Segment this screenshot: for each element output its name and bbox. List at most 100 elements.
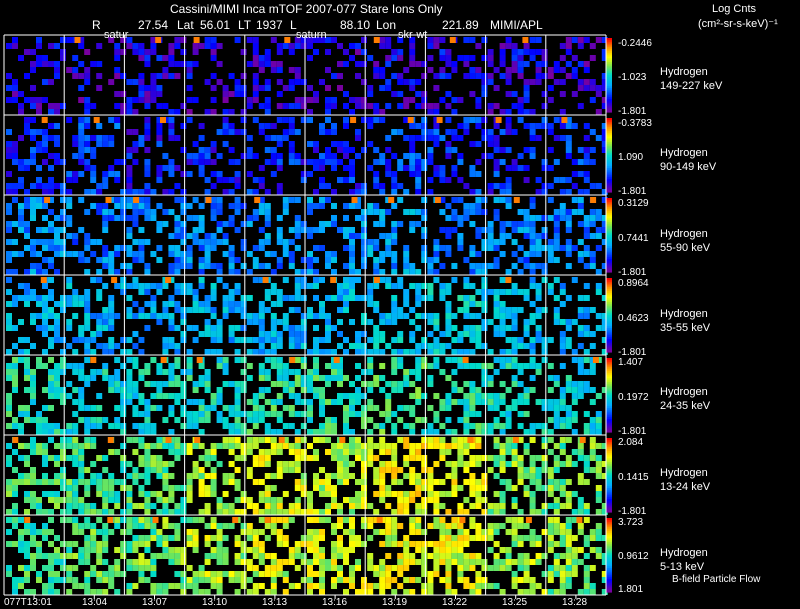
heatmap-pixel xyxy=(42,349,48,355)
heatmap-pixel xyxy=(349,203,355,209)
heatmap-pixel xyxy=(421,91,428,97)
heatmap-pixel xyxy=(162,485,169,491)
heatmap-pixel xyxy=(505,553,512,559)
heatmap-pixel xyxy=(439,197,446,203)
heatmap-pixel xyxy=(156,85,163,91)
heatmap-pixel xyxy=(553,277,560,283)
heatmap-pixel xyxy=(270,517,277,523)
heatmap-pixel xyxy=(559,565,566,571)
heatmap-pixel xyxy=(246,467,253,473)
heatmap-pixel xyxy=(307,411,313,417)
heatmap-pixel xyxy=(174,583,181,589)
colorbar-segment xyxy=(606,476,612,480)
heatmap-pixel xyxy=(288,103,295,109)
heatmap-pixel xyxy=(433,313,440,319)
heatmap-pixel xyxy=(78,147,85,153)
heatmap-pixel xyxy=(138,399,145,405)
heatmap-pixel xyxy=(559,449,566,455)
heatmap-pixel xyxy=(589,343,596,349)
heatmap-pixel xyxy=(379,541,386,547)
heatmap-pixel xyxy=(36,203,42,209)
heatmap-pixel xyxy=(252,79,259,85)
heatmap-pixel xyxy=(571,91,578,97)
heatmap-pixel xyxy=(108,257,115,263)
heatmap-pixel xyxy=(391,233,398,239)
heatmap-pixel xyxy=(234,301,241,307)
heatmap-pixel xyxy=(379,497,386,503)
heatmap-pixel xyxy=(138,289,145,295)
heatmap-pixel xyxy=(589,221,596,227)
heatmap-pixel xyxy=(595,233,602,239)
heatmap-pixel xyxy=(144,325,151,331)
heatmap-pixel xyxy=(355,399,361,405)
heatmap-pixel xyxy=(54,245,60,251)
heatmap-pixel xyxy=(42,423,48,429)
heatmap-pixel xyxy=(445,177,452,183)
heatmap-pixel xyxy=(162,221,169,227)
heatmap-pixel xyxy=(529,337,536,343)
heatmap-pixel xyxy=(523,97,530,103)
heatmap-pixel xyxy=(252,43,259,49)
heatmap-pixel xyxy=(144,117,151,123)
heatmap-pixel xyxy=(487,565,494,571)
heatmap-pixel xyxy=(397,509,404,515)
heatmap-pixel xyxy=(108,571,115,577)
heatmap-pixel xyxy=(264,455,271,461)
heatmap-pixel xyxy=(313,529,319,535)
heatmap-pixel xyxy=(246,363,253,369)
heatmap-pixel xyxy=(457,571,464,577)
colorbar-segment xyxy=(606,575,612,578)
heatmap-pixel xyxy=(421,461,428,467)
heatmap-pixel xyxy=(583,503,590,509)
heatmap-pixel xyxy=(355,479,361,485)
heatmap-pixel xyxy=(204,159,211,165)
heatmap-pixel xyxy=(42,301,48,307)
heatmap-pixel xyxy=(457,123,464,129)
heatmap-pixel xyxy=(300,79,307,85)
heatmap-pixel xyxy=(198,283,205,289)
heatmap-pixel xyxy=(240,203,247,209)
heatmap-pixel xyxy=(108,141,115,147)
heatmap-pixel xyxy=(84,343,91,349)
heatmap-pixel xyxy=(433,553,440,559)
heatmap-pixel xyxy=(66,541,73,547)
heatmap-pixel xyxy=(475,363,482,369)
heatmap-pixel xyxy=(18,473,24,479)
heatmap-pixel xyxy=(391,221,398,227)
heatmap-pixel xyxy=(499,233,506,239)
heatmap-pixel xyxy=(547,517,554,523)
heatmap-pixel xyxy=(457,363,464,369)
heatmap-pixel xyxy=(246,437,253,443)
heatmap-pixel xyxy=(319,123,325,129)
colorbar-segment xyxy=(606,579,612,582)
colorbar-segment xyxy=(606,439,612,443)
heatmap-pixel xyxy=(373,209,380,215)
heatmap-pixel xyxy=(294,399,301,405)
heatmap-pixel xyxy=(102,491,109,497)
heatmap-pixel xyxy=(84,535,91,541)
heatmap-pixel xyxy=(216,177,223,183)
colorbar-segment xyxy=(606,420,612,424)
heatmap-pixel xyxy=(294,461,301,467)
heatmap-pixel xyxy=(379,491,386,497)
heatmap-pixel xyxy=(547,467,554,473)
heatmap-pixel xyxy=(276,429,283,435)
heatmap-pixel xyxy=(210,183,217,189)
heatmap-pixel xyxy=(463,393,470,399)
heatmap-pixel xyxy=(210,109,217,115)
heatmap-pixel xyxy=(511,49,518,55)
heatmap-pixel xyxy=(162,535,169,541)
heatmap-pixel xyxy=(180,147,187,153)
heatmap-pixel xyxy=(270,313,277,319)
heatmap-pixel xyxy=(433,109,440,115)
heatmap-pixel xyxy=(96,571,103,577)
heatmap-pixel xyxy=(391,449,398,455)
heatmap-pixel xyxy=(282,135,289,141)
heatmap-pixel xyxy=(114,387,121,393)
heatmap-pixel xyxy=(114,449,121,455)
colorbar-segment xyxy=(606,58,612,61)
heatmap-pixel xyxy=(427,491,434,497)
heatmap-pixel xyxy=(150,467,157,473)
heatmap-pixel xyxy=(529,479,536,485)
heatmap-pixel xyxy=(421,393,428,399)
